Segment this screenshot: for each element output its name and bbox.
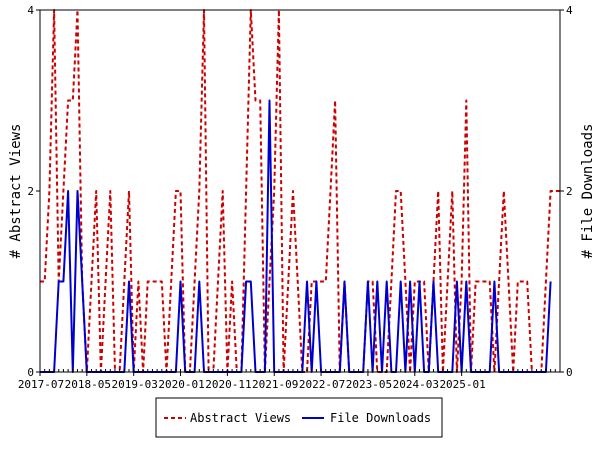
x-tick-label: 2017-07 xyxy=(18,378,64,391)
legend-abstract-views-label: Abstract Views xyxy=(190,411,291,425)
legend-file-downloads-label: File Downloads xyxy=(330,411,431,425)
series-line-abstract-views xyxy=(40,9,560,373)
x-tick-label: 2018-05 xyxy=(65,378,111,391)
x-tick-label: 2024-03 xyxy=(393,378,439,391)
y-axis-right-title: # File Downloads xyxy=(580,124,596,259)
x-tick-label: 2022-07 xyxy=(299,378,345,391)
x-tick-label: 2020-01 xyxy=(158,378,204,391)
y-right-tick-label: 0 xyxy=(566,366,573,379)
axes: 2017-07 2018-05 2019-03 2020-01 2020-11 2021-… xyxy=(18,4,573,391)
y-left-tick-label: 0 xyxy=(27,366,34,379)
legend: Abstract Views File Downloads xyxy=(155,397,443,438)
x-tick-label: 2019-03 xyxy=(112,378,158,391)
y-right-tick-label: 4 xyxy=(566,4,573,17)
x-tick-label: 2025-01 xyxy=(439,378,485,391)
y-left-tick-label: 4 xyxy=(27,4,34,17)
x-tick-label: 2020-11 xyxy=(205,378,251,391)
y-right-tick-label: 2 xyxy=(566,185,573,198)
y-axis-left-title: # Abstract Views xyxy=(8,124,24,259)
legend-box xyxy=(155,397,443,438)
x-tick-label: 2023-05 xyxy=(346,378,392,391)
x-tick-label: 2021-09 xyxy=(252,378,298,391)
y-left-tick-label: 2 xyxy=(27,185,34,198)
